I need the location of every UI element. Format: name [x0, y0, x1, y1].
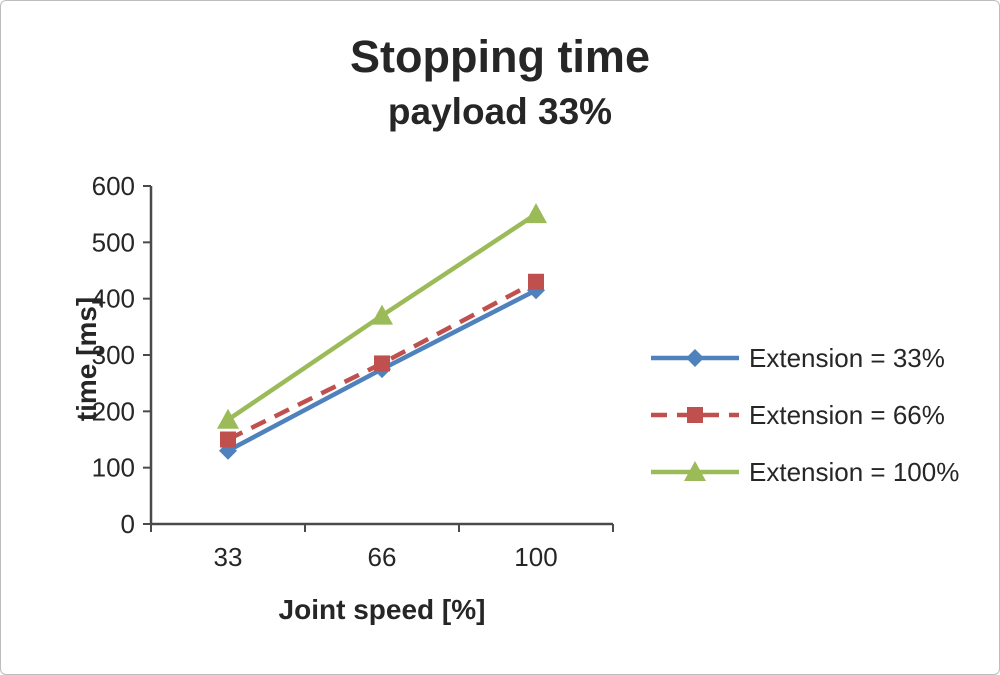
legend-item-2: Extension = 100% — [651, 457, 959, 487]
square-marker — [374, 355, 390, 372]
y-axis-ticks: 0 100 200 300 400 500 600 — [92, 171, 151, 539]
y-axis-title: time [ms] — [71, 297, 102, 421]
y-tick-label: 100 — [92, 453, 135, 483]
triangle-marker — [525, 203, 547, 224]
square-marker — [220, 431, 236, 448]
legend-item-0: Extension = 33% — [651, 343, 945, 373]
x-tick-label: 66 — [368, 542, 397, 572]
x-axis-title: Joint speed [%] — [279, 594, 486, 625]
chart-title: Stopping time — [350, 31, 650, 82]
triangle-marker — [217, 408, 239, 429]
x-axis-ticks: 33 66 100 — [150, 524, 614, 572]
legend-label: Extension = 66% — [749, 400, 945, 430]
legend-label: Extension = 100% — [749, 457, 959, 487]
y-tick-label: 500 — [92, 227, 135, 257]
legend-label: Extension = 33% — [749, 343, 945, 373]
chart-subtitle: payload 33% — [387, 91, 613, 132]
y-tick-label: 0 — [121, 509, 135, 539]
series-2 — [217, 203, 547, 429]
y-tick-label: 600 — [92, 171, 135, 201]
square-marker — [687, 407, 703, 423]
x-tick-label: 33 — [214, 542, 243, 572]
y-tick-label: 200 — [92, 396, 135, 426]
legend: Extension = 33% Extension = 66% Extension … — [651, 343, 959, 487]
triangle-marker — [684, 461, 706, 481]
diamond-marker — [686, 349, 704, 367]
y-tick-label: 300 — [92, 340, 135, 370]
series-1 — [220, 273, 544, 448]
square-marker — [528, 273, 544, 290]
triangle-marker — [371, 304, 393, 325]
y-tick-label: 400 — [92, 284, 135, 314]
legend-item-1: Extension = 66% — [651, 400, 945, 430]
x-tick-label: 100 — [514, 542, 557, 572]
